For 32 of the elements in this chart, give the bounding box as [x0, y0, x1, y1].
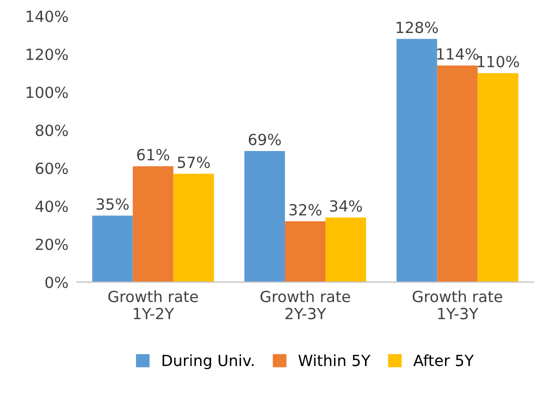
data-label: 128%: [396, 22, 438, 34]
bar: [92, 216, 133, 282]
y-tick-label: 100%: [26, 86, 68, 98]
bar: [437, 66, 478, 282]
y-tick-label: 80%: [36, 124, 68, 136]
legend-label: After 5Y: [413, 354, 474, 366]
bar: [478, 73, 518, 282]
data-label: 114%: [437, 48, 478, 60]
data-label: 110%: [478, 56, 519, 68]
legend-label: Within 5Y: [298, 354, 370, 366]
legend-label: During Univ.: [162, 354, 254, 370]
x-tick-label: Growth rate 2Y-3Y: [260, 290, 350, 320]
y-tick-label: 140%: [26, 10, 68, 22]
data-label: 57%: [178, 156, 210, 168]
data-label: 61%: [137, 148, 170, 160]
bar: [326, 218, 366, 282]
bar: [132, 166, 174, 282]
y-tick-label: 20%: [36, 238, 68, 250]
bar: [284, 221, 326, 282]
bar: [173, 174, 214, 282]
y-tick-label: 40%: [35, 200, 68, 212]
x-tick-label: Growth rate 1Y-2Y: [108, 290, 198, 320]
y-tick-label: 0%: [45, 276, 68, 288]
x-tick-label: Growth rate 1Y-3Y: [412, 290, 502, 320]
data-label: 34%: [330, 200, 362, 212]
y-tick-label: 60%: [36, 162, 68, 174]
bar: [396, 38, 438, 282]
data-label: 69%: [248, 134, 281, 146]
bar: [244, 151, 285, 282]
y-tick-label: 120%: [26, 48, 68, 60]
data-label: 35%: [96, 198, 129, 210]
data-label: 32%: [289, 204, 322, 216]
